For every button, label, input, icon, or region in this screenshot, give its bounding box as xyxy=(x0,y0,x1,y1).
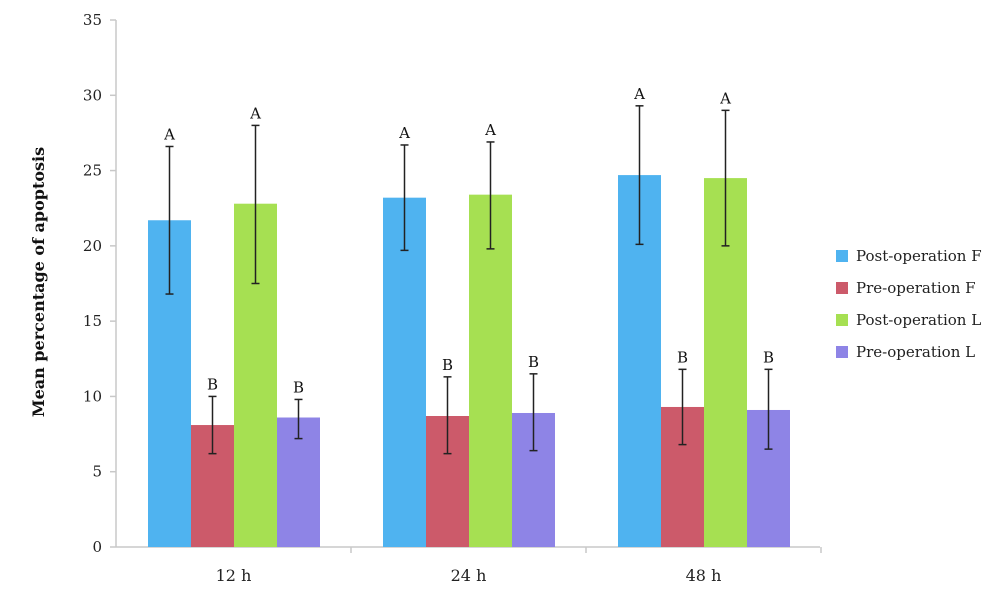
significance-label: B xyxy=(528,353,539,371)
plot-area: 0 5 10 15 20 25 30 35 12 h 24 h 48 h A A A B B B A A A B B B xyxy=(83,11,822,585)
y-tick-label: 25 xyxy=(83,162,102,180)
significance-label: B xyxy=(763,348,774,366)
y-tick-label: 0 xyxy=(92,538,102,556)
y-tick-label: 15 xyxy=(83,312,102,330)
legend-label: Post-operation F xyxy=(856,247,982,265)
x-tick-label: 24 h xyxy=(451,566,487,585)
y-tick-label: 20 xyxy=(83,237,102,255)
significance-label: B xyxy=(293,378,304,396)
y-tick-label: 10 xyxy=(83,387,102,405)
significance-label: A xyxy=(484,121,496,139)
y-tick-label: 30 xyxy=(83,86,102,104)
significance-label: A xyxy=(163,125,175,143)
significance-label: B xyxy=(677,348,688,366)
y-tick-label: 35 xyxy=(83,11,102,29)
legend-label: Post-operation L xyxy=(856,311,981,329)
y-axis-label: Mean percentage of apoptosis xyxy=(29,147,48,417)
significance-label: B xyxy=(442,356,453,374)
legend-swatch xyxy=(836,314,848,326)
significance-label: A xyxy=(398,124,410,142)
legend: Post-operation F Pre-operation F Post-oper… xyxy=(836,247,982,361)
y-tick-label: 5 xyxy=(92,463,102,481)
significance-label: B xyxy=(207,375,218,393)
significance-label: A xyxy=(249,104,261,122)
legend-label: Pre-operation L xyxy=(856,343,975,361)
bar xyxy=(469,194,512,548)
legend-swatch xyxy=(836,346,848,358)
significance-label: A xyxy=(719,89,731,107)
x-tick-label: 48 h xyxy=(686,566,722,585)
bar xyxy=(383,197,426,547)
x-tick-label: 12 h xyxy=(216,566,252,585)
legend-swatch xyxy=(836,250,848,262)
significance-label: A xyxy=(633,85,645,103)
legend-swatch xyxy=(836,282,848,294)
legend-label: Pre-operation F xyxy=(856,279,976,297)
